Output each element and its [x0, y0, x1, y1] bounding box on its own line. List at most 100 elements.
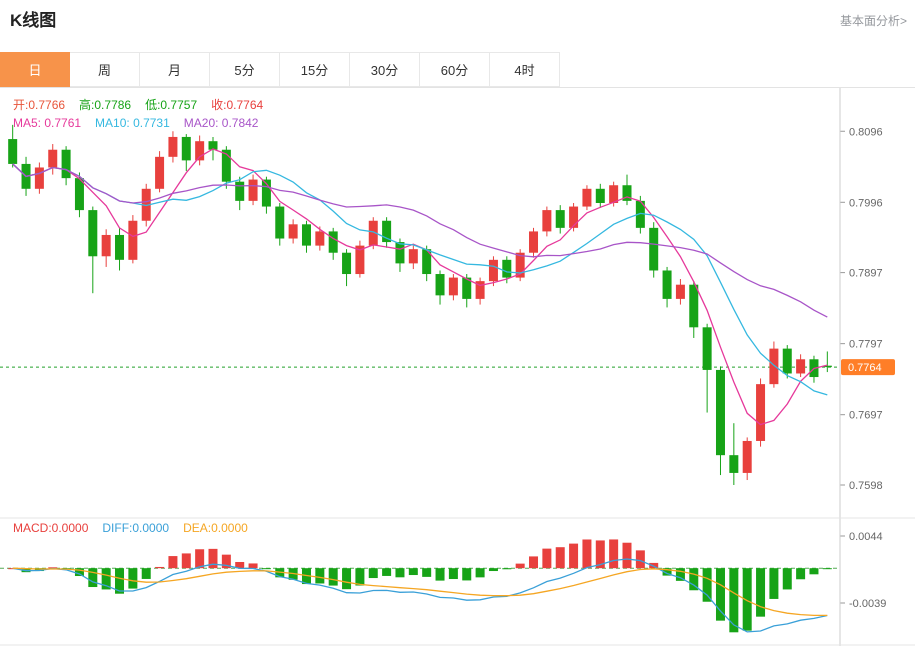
legend-close: 收:0.7764 [211, 98, 264, 112]
macd-bar [261, 568, 271, 570]
candle-body [742, 440, 752, 473]
macd-bar [248, 563, 258, 569]
macd-bar [569, 543, 579, 569]
fundamental-analysis-link[interactable]: 基本面分析> [839, 14, 907, 28]
page-title: K线图 [10, 11, 57, 30]
candle-body [288, 224, 298, 239]
macd-bar [221, 554, 231, 569]
candle-body [355, 245, 365, 275]
candle-body [368, 220, 378, 246]
axis-label: 0.7797 [849, 339, 883, 351]
candle-body [702, 327, 712, 370]
macd-histogram [8, 539, 832, 633]
candle-body [221, 149, 231, 182]
candle-body [128, 220, 138, 260]
candle-body [488, 259, 498, 282]
candle-body [8, 139, 18, 164]
macd-bar [368, 568, 378, 579]
macd-bar [342, 568, 352, 590]
candle-body [729, 455, 739, 473]
tab-30min[interactable]: 30分 [350, 52, 420, 87]
macd-bar [582, 539, 592, 569]
macd-bar [488, 568, 498, 572]
candle-body [395, 242, 405, 264]
candle-body [715, 369, 725, 456]
macd-bar [609, 539, 619, 569]
macd-bar [809, 568, 819, 575]
macd-bar [181, 553, 191, 569]
candle-body [569, 206, 579, 228]
tab-15min[interactable]: 15分 [280, 52, 350, 87]
candle-body [315, 231, 325, 246]
legend-dea: DEA:0.0000 [183, 521, 248, 535]
macd-bar [742, 568, 752, 631]
legend-diff: DIFF:0.0000 [102, 521, 170, 535]
candle-body [88, 210, 98, 257]
legend-open: 开:0.7766 [13, 98, 66, 112]
legend-high: 高:0.7786 [79, 98, 132, 112]
tab-5min[interactable]: 5分 [210, 52, 280, 87]
tab-month[interactable]: 月 [140, 52, 210, 87]
candle-body [34, 167, 44, 189]
macd-legend: MACD:0.0000 DIFF:0.0000 DEA:0.0000 [13, 521, 262, 535]
candle-body [155, 156, 165, 189]
macd-bar [168, 556, 178, 569]
macd-bar [729, 568, 739, 633]
macd-bar [622, 542, 632, 569]
macd-bar [355, 568, 365, 586]
ma10-line [12, 163, 828, 396]
axis-label: 0.8096 [849, 126, 883, 138]
tab-60min[interactable]: 60分 [420, 52, 490, 87]
kline-chart[interactable]: 0.8096 0.7996 0.7897 0.7797 0.7697 0.7598 0.77… [0, 88, 915, 646]
candle-body [48, 149, 58, 168]
candle-body [195, 141, 205, 161]
macd-bar [796, 568, 806, 580]
ma-legend: MA5: 0.7761 MA10: 0.7731 MA20: 0.7842 [13, 116, 272, 130]
macd-bar [155, 566, 165, 569]
candle-body [582, 188, 592, 207]
macd-bar [529, 556, 539, 569]
ohlc-legend: 开:0.7766 高:0.7786 低:0.7757 收:0.7764 [13, 96, 277, 113]
macd-bar [675, 568, 685, 581]
macd-bar [115, 568, 125, 594]
macd-bar [635, 550, 645, 569]
tab-4hour[interactable]: 4时 [490, 52, 560, 87]
candle-body [756, 384, 766, 441]
candle-body [796, 359, 806, 374]
candle-body [248, 179, 258, 201]
candle-body [261, 179, 271, 207]
tab-day[interactable]: 日 [0, 52, 70, 87]
macd-bar [515, 563, 525, 569]
macd-bar [141, 568, 151, 579]
macd-bar [555, 547, 565, 569]
ma20-line [12, 163, 828, 318]
candle-body [662, 270, 672, 299]
macd-bar [689, 568, 699, 591]
macd-bar [48, 567, 58, 569]
candle-body [448, 277, 458, 296]
candle-body [61, 149, 71, 179]
candle-body [689, 284, 699, 328]
macd-bar [756, 568, 766, 617]
macd-bar [502, 568, 512, 570]
macd-bar [448, 568, 458, 580]
macd-bar [782, 568, 792, 590]
macd-bar [74, 568, 84, 577]
legend-ma5: MA5: 0.7761 [13, 116, 82, 130]
axis-label: -0.0039 [849, 598, 886, 610]
current-price-badge [841, 359, 895, 376]
macd-bar [275, 568, 285, 578]
macd-bar [422, 568, 432, 577]
candle-body [609, 185, 619, 203]
ma5-line [12, 148, 828, 426]
macd-bar [235, 561, 245, 569]
timeframe-tabs: 日周月 5分 15分 30分 60分 4时 [0, 52, 915, 88]
macd-bar [395, 568, 405, 578]
candle-body [408, 249, 418, 264]
tab-week[interactable]: 周 [70, 52, 140, 87]
macd-bar [208, 548, 218, 569]
candle-body [275, 206, 285, 239]
macd-bar [435, 568, 445, 581]
candle-body [782, 348, 792, 374]
legend-low: 低:0.7757 [145, 98, 198, 112]
